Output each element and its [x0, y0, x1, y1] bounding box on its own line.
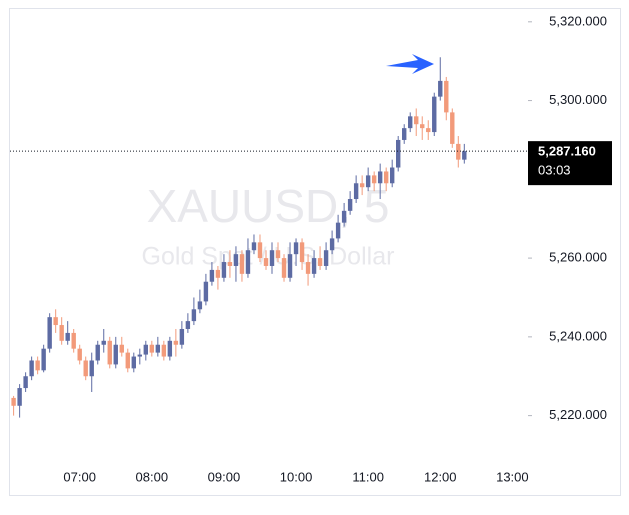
chart-frame	[9, 8, 621, 496]
candle-body	[173, 340, 179, 345]
candle-body	[113, 344, 118, 365]
candle-body	[335, 222, 341, 239]
candle-body	[287, 254, 293, 278]
candle-body	[341, 210, 347, 223]
candle-body	[221, 262, 227, 278]
y-tick-label: 5,240.000	[549, 328, 607, 343]
candle-body	[444, 80, 449, 113]
candle-body	[269, 250, 275, 266]
y-tick-label: 5,260.000	[549, 250, 607, 265]
candle-body	[77, 348, 82, 361]
candle-body	[149, 344, 155, 353]
x-tick-label: 13:00	[496, 469, 529, 484]
x-tick-label: 11:00	[352, 469, 384, 484]
candle-body	[450, 112, 455, 144]
candle-body	[281, 258, 287, 278]
countdown: 03:03	[538, 163, 571, 178]
candle-body	[293, 242, 299, 255]
candle-body	[402, 128, 407, 140]
candle-body	[305, 262, 311, 274]
candle-body	[275, 250, 281, 259]
candle-body	[71, 332, 76, 349]
candle-body	[299, 242, 305, 263]
candle-body	[17, 388, 22, 406]
candle-body	[125, 352, 130, 369]
candle-body	[209, 269, 215, 282]
candle-body	[107, 340, 112, 365]
candle-body	[233, 254, 239, 266]
x-tick-label: 07:00	[63, 469, 96, 484]
candle-body	[155, 344, 161, 353]
candle-body	[414, 116, 419, 125]
candle-body	[227, 262, 233, 266]
candle-body	[179, 328, 185, 345]
candle-body	[65, 332, 70, 341]
candle-body	[191, 309, 197, 322]
y-tick-label: 5,320.000	[549, 13, 607, 28]
candle-body	[161, 344, 167, 357]
candle-body	[83, 360, 88, 377]
candle-body	[257, 242, 263, 259]
candle-body	[101, 340, 106, 345]
candle-body	[317, 258, 323, 266]
candle-body	[263, 258, 269, 266]
candle-body	[29, 360, 34, 377]
candle-body	[432, 96, 437, 133]
candle-body	[365, 175, 371, 188]
candle-body	[311, 258, 317, 274]
candle-body	[47, 317, 52, 349]
y-tick-label: 5,220.000	[549, 407, 607, 422]
candle-body	[377, 171, 383, 184]
x-tick-label: 10:00	[280, 469, 313, 484]
y-tick-label: 5,300.000	[549, 92, 607, 107]
candle-body	[426, 128, 431, 133]
candle-body	[383, 171, 389, 184]
candle-body	[239, 254, 245, 274]
candle-body	[35, 360, 40, 371]
candle-body	[137, 354, 143, 357]
candle-body	[95, 344, 100, 361]
candle-body	[203, 281, 209, 302]
candle-body	[329, 238, 335, 251]
candle-body	[59, 325, 64, 341]
candle-body	[23, 376, 28, 389]
candle-body	[462, 151, 467, 160]
plot	[11, 57, 467, 418]
candle-body	[353, 183, 359, 200]
last-price-label: 5,287.160	[538, 144, 596, 159]
candle-body	[245, 250, 251, 274]
candle-body	[438, 80, 443, 97]
candle-body	[11, 397, 16, 406]
candle-body	[119, 344, 124, 353]
candle-body	[371, 175, 377, 184]
candle-body	[420, 124, 425, 129]
candle-body	[389, 167, 395, 184]
arrow-annotation	[386, 54, 434, 74]
watermark-symbol: XAUUSD, 5	[147, 180, 390, 232]
candle-body	[251, 242, 257, 251]
candle-body	[395, 139, 401, 168]
x-tick-label: 08:00	[136, 469, 169, 484]
candle-body	[53, 317, 58, 326]
candle-body	[456, 143, 461, 160]
candle-body	[215, 269, 221, 278]
x-tick-label: 12:00	[424, 469, 457, 484]
last-price-box	[528, 141, 612, 186]
x-tick-label: 09:00	[208, 469, 241, 484]
candle-body	[408, 116, 413, 129]
candle-body	[347, 199, 353, 211]
candle-body	[197, 301, 203, 310]
candle-body	[41, 348, 46, 371]
candle-body	[131, 356, 136, 369]
watermark-name: Gold Spot / U.S. Dollar	[142, 243, 395, 271]
candle-body	[359, 183, 365, 188]
candle-body	[89, 360, 94, 377]
candle-body	[143, 344, 149, 355]
candle-body	[323, 250, 329, 266]
candle-body	[185, 321, 191, 329]
candle-body	[167, 340, 173, 357]
